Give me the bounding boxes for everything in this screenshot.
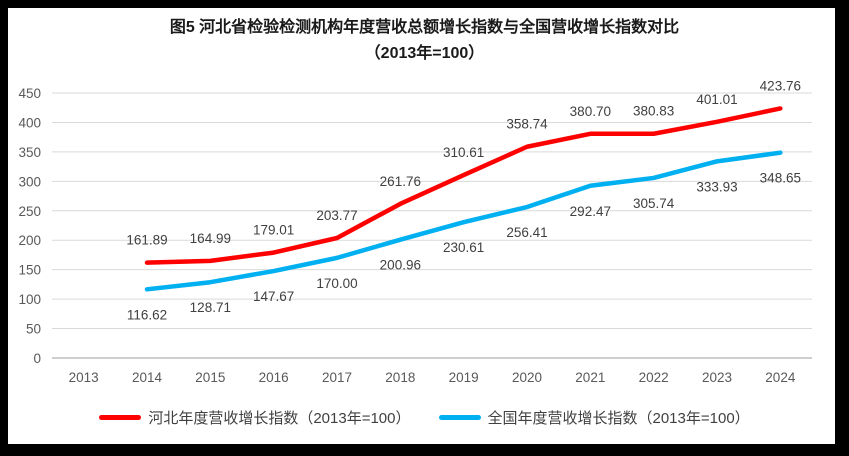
legend-line-marker-national — [438, 415, 481, 420]
data-label-hebei: 401.01 — [696, 92, 737, 107]
y-axis-tick-label: 150 — [18, 263, 41, 278]
x-axis-tick-label: 2016 — [259, 370, 289, 385]
y-axis-tick-label: 300 — [18, 174, 41, 189]
data-label-national: 230.61 — [443, 240, 484, 255]
data-label-hebei: 161.89 — [126, 233, 167, 248]
data-label-hebei: 203.77 — [316, 208, 357, 223]
data-label-hebei: 310.61 — [443, 145, 484, 160]
series-line-hebei — [144, 106, 783, 265]
x-axis-tick-label: 2017 — [322, 370, 352, 385]
legend-label-hebei: 河北年度营收增长指数（2013年=100） — [148, 410, 411, 427]
data-label-national: 292.47 — [570, 204, 611, 219]
data-label-hebei: 358.74 — [506, 117, 548, 132]
data-label-national: 200.96 — [380, 258, 421, 273]
x-axis-tick-label: 2023 — [702, 370, 732, 385]
legend-line-marker-hebei — [99, 415, 142, 420]
data-label-national: 147.67 — [253, 289, 294, 304]
y-axis-tick-label: 200 — [18, 233, 41, 248]
data-label-hebei: 164.99 — [190, 231, 231, 246]
x-axis-tick-label: 2024 — [765, 370, 796, 385]
data-label-national: 128.71 — [190, 300, 231, 315]
x-axis-tick-label: 2014 — [132, 370, 163, 385]
chart-legend: 河北年度营收增长指数（2013年=100） 全国年度营收增长指数（2013年=1… — [0, 407, 849, 428]
x-axis-tick-label: 2015 — [195, 370, 225, 385]
y-axis-tick-label: 450 — [18, 86, 41, 101]
chart-subtitle: （2013年=100） — [364, 45, 485, 62]
data-label-national: 305.74 — [633, 196, 675, 211]
data-label-national: 256.41 — [506, 225, 547, 240]
data-label-hebei: 179.01 — [253, 223, 294, 238]
x-axis-tick-label: 2018 — [385, 370, 415, 385]
series-line-national — [144, 150, 783, 292]
data-label-national: 348.65 — [760, 171, 801, 186]
chart-title: 图5 河北省检验检测机构年度营收总额增长指数与全国营收增长指数对比 — [169, 19, 680, 36]
legend-label-national: 全国年度营收增长指数（2013年=100） — [487, 410, 750, 427]
y-axis-tick-label: 250 — [18, 204, 41, 219]
data-label-national: 333.93 — [696, 179, 737, 194]
x-axis-tick-label: 2020 — [512, 370, 542, 385]
data-label-hebei: 423.76 — [760, 78, 801, 93]
data-label-hebei: 261.76 — [380, 174, 421, 189]
y-axis-tick-label: 50 — [26, 322, 41, 337]
x-axis-tick-label: 2019 — [449, 370, 479, 385]
y-axis-tick-label: 100 — [18, 292, 41, 307]
x-axis-tick-label: 2021 — [575, 370, 605, 385]
data-label-hebei: 380.83 — [633, 104, 674, 119]
y-axis-tick-label: 400 — [18, 115, 41, 130]
y-axis-tick-label: 350 — [18, 145, 41, 160]
x-axis-tick-label: 2022 — [639, 370, 669, 385]
data-label-hebei: 380.70 — [570, 104, 611, 119]
legend-item-hebei: 河北年度营收增长指数（2013年=100） — [99, 407, 411, 428]
x-axis-tick-label: 2013 — [69, 370, 99, 385]
y-axis-tick-label: 0 — [33, 351, 41, 366]
data-label-national: 116.62 — [127, 307, 167, 322]
data-label-national: 170.00 — [316, 276, 357, 291]
legend-item-national: 全国年度营收增长指数（2013年=100） — [438, 407, 750, 428]
